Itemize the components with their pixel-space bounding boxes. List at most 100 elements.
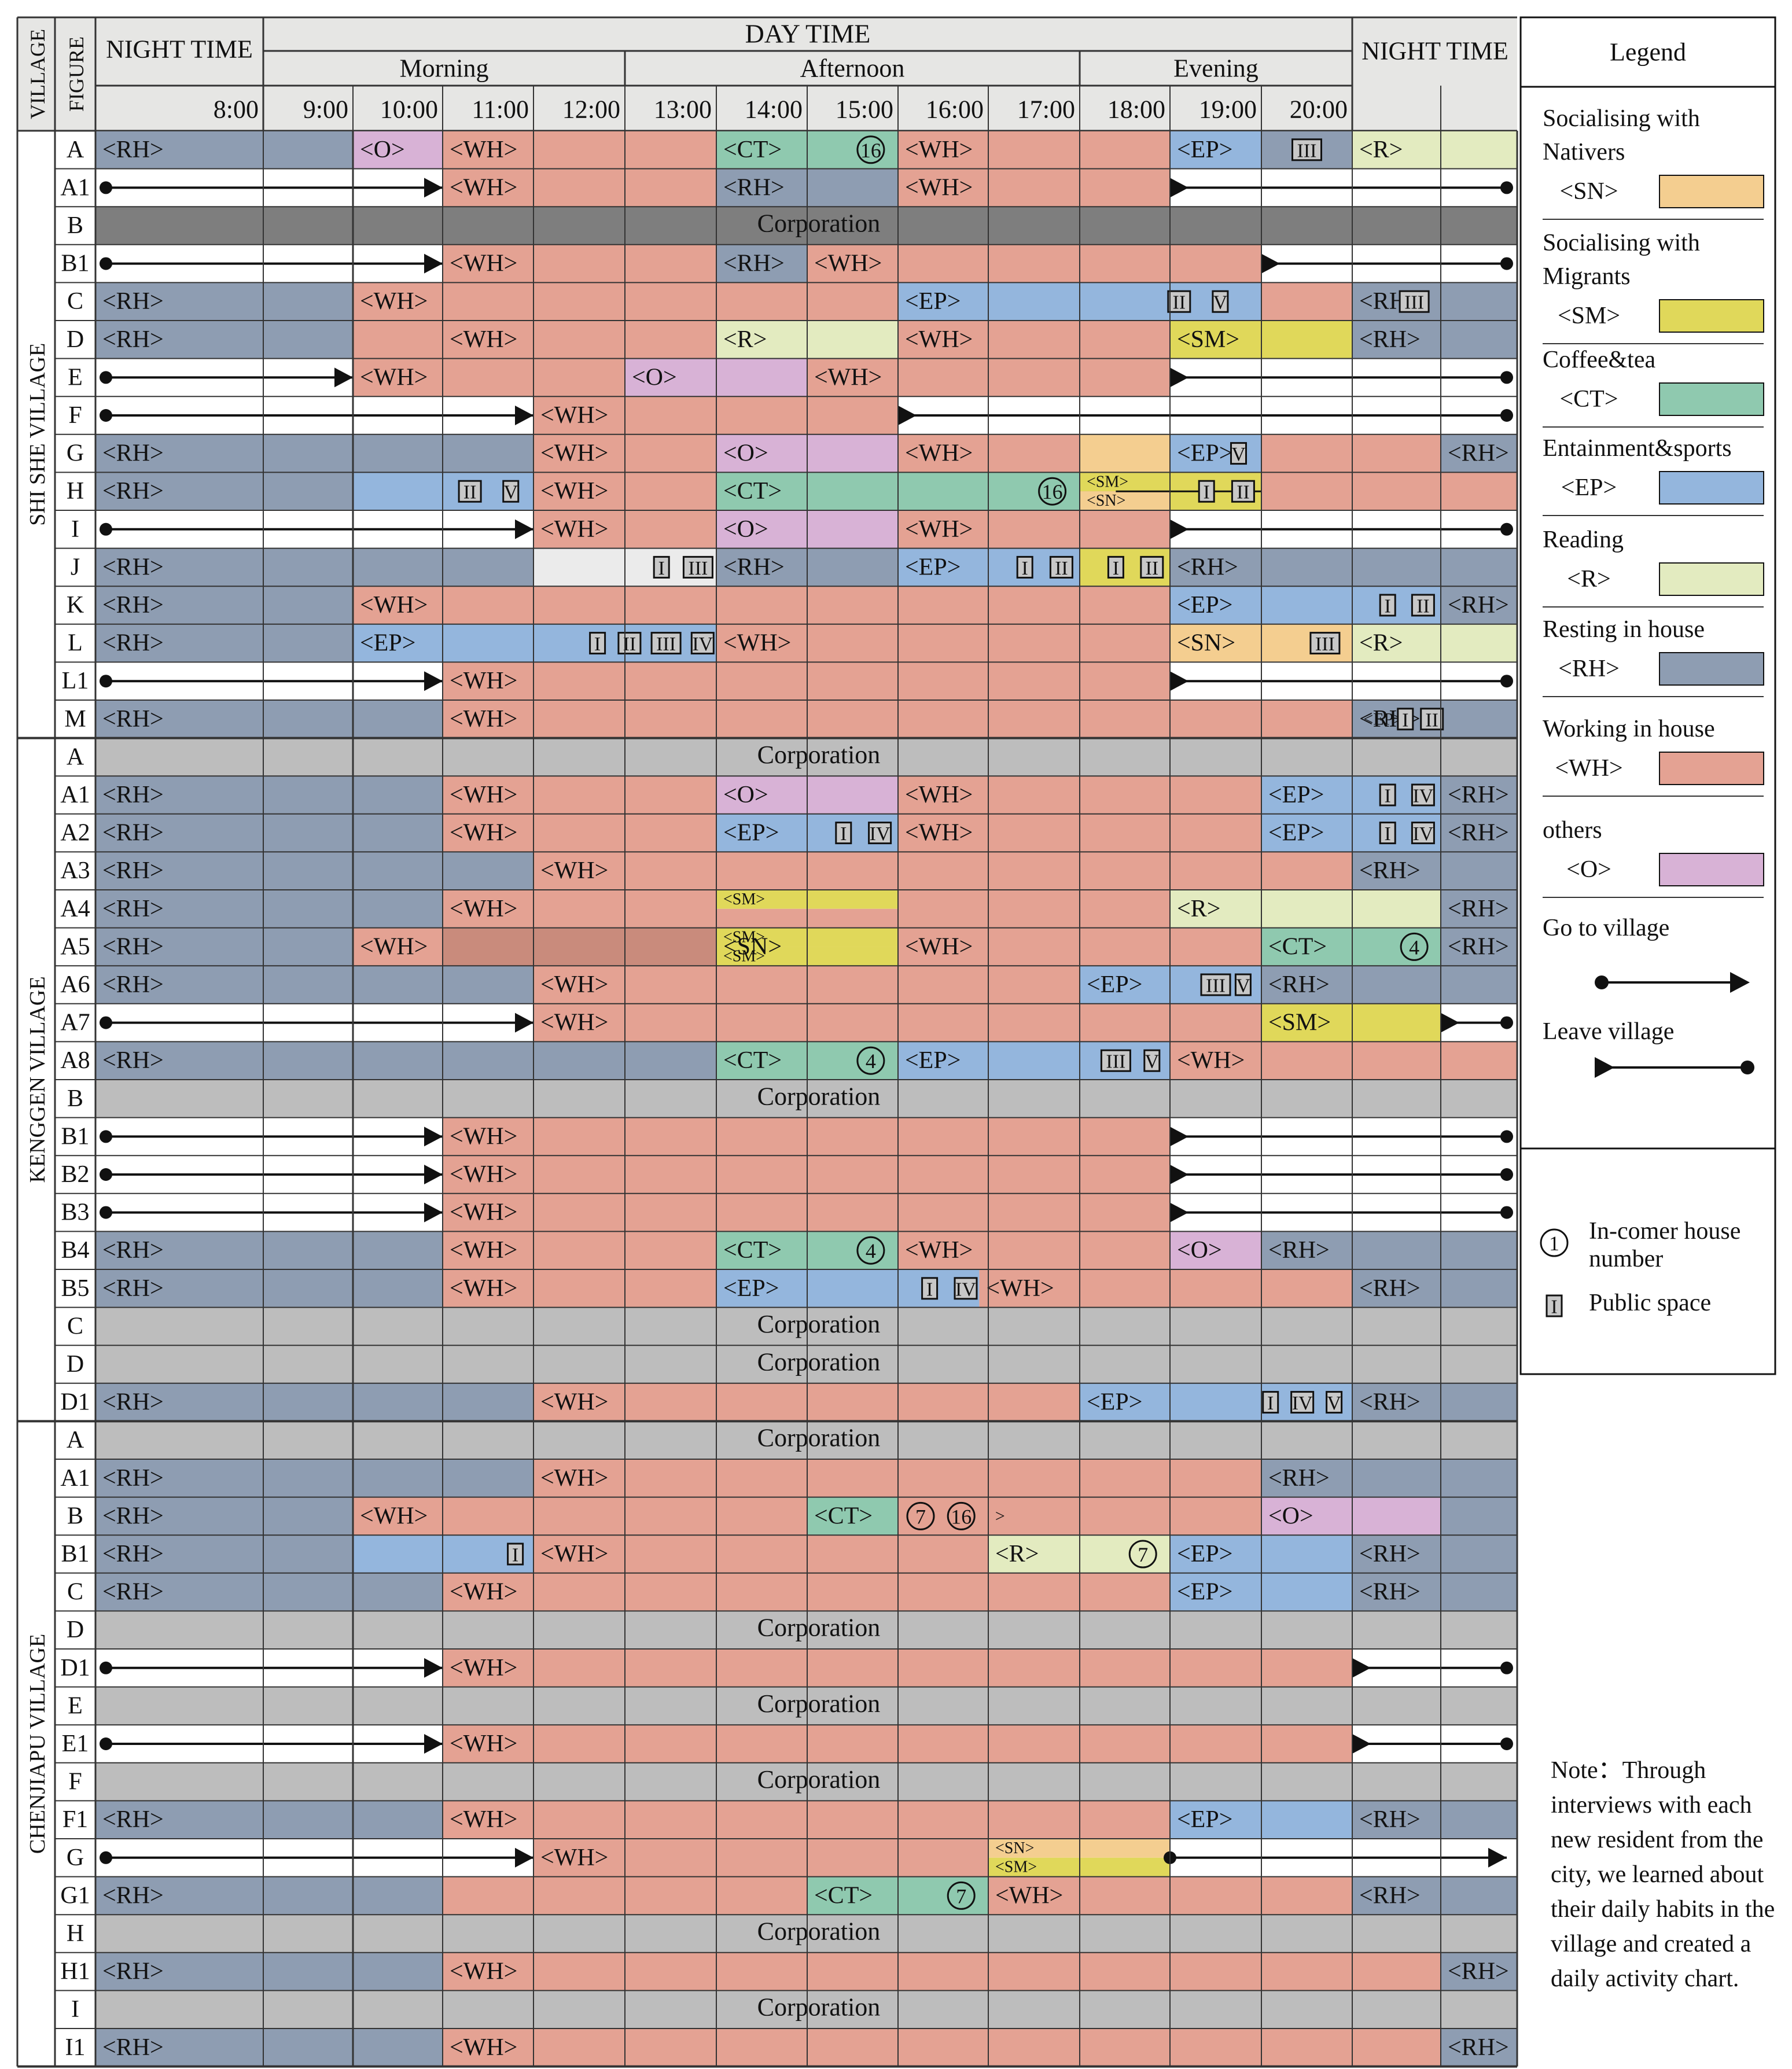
public-space-icon: I	[1379, 822, 1396, 845]
activity-label: <SM>	[995, 1858, 1037, 1876]
activity-label: <RH>	[102, 288, 164, 315]
public-space-icon: I	[1397, 708, 1414, 731]
activity-label: <WH>	[450, 1161, 517, 1188]
activity-label: <RH>	[102, 896, 164, 922]
activity-label: <EP>	[723, 1275, 779, 1302]
activity-label: <RH>	[102, 933, 164, 960]
activity-label: <SM>	[723, 890, 765, 908]
row-figure-label: B1	[61, 1541, 89, 1567]
activity-label: <EP>	[1177, 440, 1232, 467]
activity-label: <RH>	[102, 1275, 164, 1302]
activity-label: <RH>	[102, 1237, 164, 1264]
activity-label: <WH>	[450, 1237, 517, 1264]
public-space-icon: III	[1309, 632, 1341, 655]
activity-label: <RH>	[102, 782, 164, 808]
leave-village-arrow	[1170, 178, 1513, 198]
schedule-row	[95, 358, 1517, 397]
svg-text:I: I	[1267, 1393, 1274, 1414]
activity-label: <SN>	[1177, 630, 1235, 657]
activity-label: <O>	[360, 137, 405, 163]
svg-text:I: I	[1385, 823, 1391, 845]
activity-label: <RH>	[1359, 1882, 1421, 1909]
legend-go-to-village: Go to village	[1543, 915, 1669, 941]
legend-item	[1543, 853, 1764, 898]
activity-rh	[95, 776, 443, 814]
activity-label: <WH>	[450, 1123, 517, 1150]
row-figure-label: C	[67, 288, 83, 315]
row-figure-label: H	[67, 478, 84, 505]
activity-rh	[95, 1535, 353, 1573]
activity-ep	[716, 813, 807, 852]
activity-label: <WH>	[540, 478, 608, 505]
row-figure-label: L	[68, 630, 83, 657]
activity-label: <RH>	[1359, 1541, 1421, 1567]
corporation-label: Corporation	[757, 1614, 881, 1642]
svg-text:IV: IV	[1412, 823, 1433, 845]
leave-village-arrow	[1352, 1734, 1513, 1754]
svg-text:IV: IV	[1412, 786, 1433, 807]
corporation-label: Corporation	[757, 209, 881, 238]
corporation-label: Corporation	[757, 1082, 881, 1110]
legend-go-arrow	[1595, 972, 1750, 993]
activity-label: <WH>	[450, 1731, 517, 1757]
corporation-label: Corporation	[757, 741, 881, 769]
schedule-row	[95, 586, 1517, 624]
activity-label: <EP>	[1177, 1806, 1232, 1833]
legend-incomer-label-2: number	[1589, 1246, 1663, 1272]
public-space-icon: III	[682, 555, 713, 579]
public-space-icon: IV	[954, 1277, 978, 1300]
leave-village-arrow	[898, 406, 1513, 425]
activity-label: <RH>	[1359, 326, 1421, 353]
activity-label: <RH>	[1448, 820, 1509, 846]
go-to-village-arrow	[100, 1202, 443, 1223]
public-space-icon: II	[458, 480, 482, 503]
public-space-icon: V	[1143, 1049, 1161, 1073]
public-space-icon: V	[1234, 973, 1252, 997]
activity-label: <RH>	[1177, 554, 1238, 580]
row-figure-label: E	[68, 1692, 83, 1719]
public-space-icon: III	[1291, 138, 1322, 161]
village-name: CHENJIAPU VILLAGE	[25, 1634, 50, 1854]
hour-1600: 16:00	[926, 95, 984, 124]
activity-rh	[95, 434, 533, 473]
activity-label: <WH>	[450, 1806, 517, 1833]
activity-label: <EP>	[1268, 782, 1324, 808]
hour-1400: 14:00	[745, 95, 803, 124]
activity-wh	[979, 1269, 1352, 1308]
activity-label: <EP>	[1177, 1579, 1232, 1606]
svg-text:II: II	[1145, 558, 1158, 579]
leave-village-arrow	[1441, 1013, 1513, 1033]
leave-village-arrow	[1170, 1202, 1513, 1223]
activity-wh	[353, 1497, 807, 1536]
row-figure-label: E1	[62, 1731, 89, 1757]
public-space-icon: V	[502, 480, 520, 503]
legend-item-label: Socialising with	[1543, 230, 1700, 256]
activity-label: <RH>	[1448, 592, 1509, 619]
legend-swatch	[1659, 562, 1764, 596]
activity-corp_dark	[95, 207, 1517, 245]
activity-wh	[898, 1231, 1170, 1269]
activity-rh	[1261, 1231, 1517, 1269]
schedule-row	[95, 1801, 1517, 1839]
row-figure-label: F1	[62, 1806, 88, 1833]
activity-label: <WH>	[360, 933, 428, 960]
activity-label: <WH>	[540, 1010, 608, 1036]
activity-label: <EP>	[1087, 1389, 1142, 1416]
activity-label: <RH>	[102, 440, 164, 467]
public-space-icon: I	[589, 632, 606, 655]
svg-text:I: I	[1204, 482, 1210, 503]
legend-item-label: Working in house	[1543, 716, 1715, 742]
activity-label: <RH>	[1359, 1579, 1421, 1606]
svg-text:III: III	[1206, 975, 1226, 997]
activity-label: <RH>	[102, 592, 164, 619]
go-to-village-arrow	[100, 367, 353, 388]
go-to-village-arrow	[100, 1847, 533, 1868]
row-figure-label: D1	[60, 1655, 90, 1681]
schedule-row	[95, 1839, 1517, 1877]
activity-label: <RH>	[102, 630, 164, 657]
leave-village-arrow	[1170, 1165, 1513, 1184]
hour-800: 8:00	[214, 95, 259, 124]
svg-text:IV: IV	[1292, 1393, 1313, 1414]
activity-wh	[353, 358, 625, 397]
activity-label: <EP>	[1268, 820, 1324, 846]
